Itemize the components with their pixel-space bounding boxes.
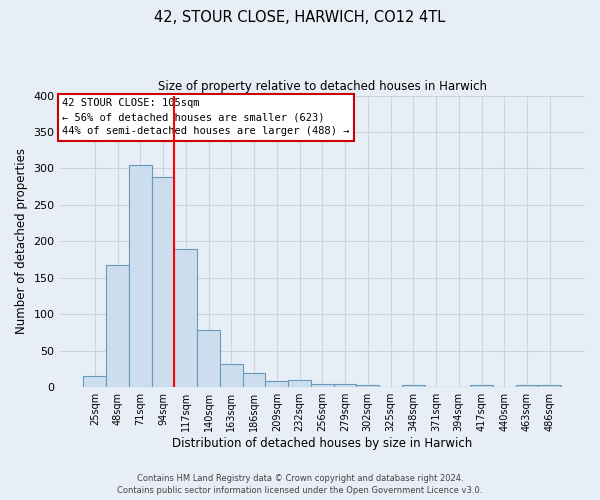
Bar [265,380,288,387]
Text: 42 STOUR CLOSE: 105sqm
← 56% of detached houses are smaller (623)
44% of semi-de: 42 STOUR CLOSE: 105sqm ← 56% of detached… [62,98,350,136]
Y-axis label: Number of detached properties: Number of detached properties [15,148,28,334]
Bar [402,385,425,387]
Bar [106,264,129,387]
Bar [470,385,493,387]
Bar [175,248,197,387]
Bar [515,385,538,387]
Bar [83,376,106,387]
X-axis label: Distribution of detached houses by size in Harwich: Distribution of detached houses by size … [172,437,472,450]
Text: Contains HM Land Registry data © Crown copyright and database right 2024.
Contai: Contains HM Land Registry data © Crown c… [118,474,482,495]
Bar [242,372,265,387]
Title: Size of property relative to detached houses in Harwich: Size of property relative to detached ho… [158,80,487,93]
Bar [334,384,356,387]
Bar [356,385,379,387]
Bar [220,364,242,387]
Bar [538,385,561,387]
Bar [288,380,311,387]
Bar [129,165,152,387]
Text: 42, STOUR CLOSE, HARWICH, CO12 4TL: 42, STOUR CLOSE, HARWICH, CO12 4TL [154,10,446,25]
Bar [152,177,175,387]
Bar [311,384,334,387]
Bar [197,330,220,387]
